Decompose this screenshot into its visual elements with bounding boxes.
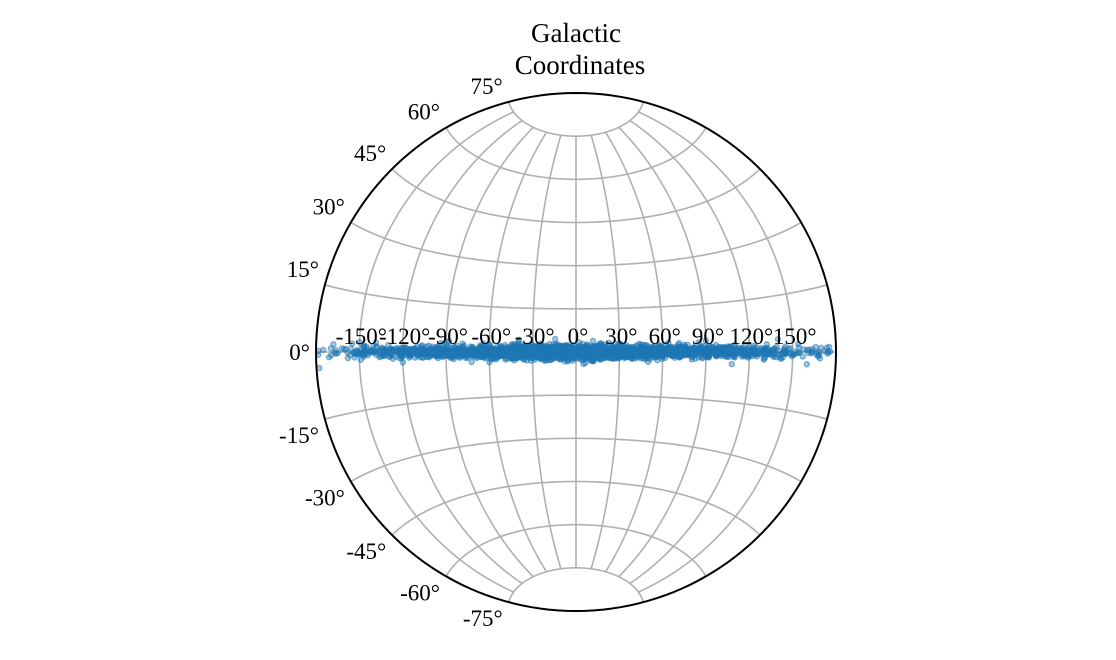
x-tick-label: -60° [471,324,511,349]
data-point [639,341,647,349]
data-point [673,348,680,355]
data-point [392,353,399,360]
data-point [554,349,561,357]
data-point [770,353,777,360]
x-tick-label: 90° [692,324,724,349]
x-tick-label: 30° [605,324,637,349]
data-point [751,350,758,358]
data-point [728,360,735,368]
data-point [660,350,667,357]
data-point [646,348,653,355]
data-point [521,356,528,363]
x-tick-label: 150° [773,324,817,349]
data-point [532,347,539,355]
data-point [401,350,408,357]
data-point [518,349,525,356]
chart-title-line-2: Coordinates [515,50,645,80]
data-point [356,339,363,346]
data-point [615,352,622,360]
data-point [466,349,473,357]
x-tick-label: -120° [379,324,430,349]
data-point [607,352,614,360]
y-tick-label: -30° [305,486,345,511]
data-point [500,348,507,356]
y-tick-label: 15° [287,257,319,282]
data-point [823,344,831,351]
data-point [701,351,708,358]
y-tick-label: 30° [313,195,345,220]
data-point [639,352,646,359]
data-point [814,353,822,360]
x-tick-label: 0° [568,324,589,349]
longitude-tick-labels: -150°-120°-90° -60° -30° 0° 30° 60° 90° 120° 150… [336,324,817,349]
data-point [344,349,351,357]
data-point [418,347,426,355]
data-point [759,349,766,357]
data-point [352,349,360,356]
data-point [361,351,368,359]
data-point [589,349,596,356]
data-point [740,349,747,356]
data-point [419,354,427,361]
data-point [481,354,489,362]
data-point [799,353,806,360]
data-point [427,349,435,356]
data-point [377,353,385,360]
data-point [824,350,831,357]
y-tick-label: 60° [408,100,440,125]
x-tick-label: -90° [428,324,468,349]
data-point [407,349,414,356]
y-tick-label: 75° [470,74,502,99]
data-point [571,351,578,359]
data-point [793,349,801,357]
y-tick-label: -60° [400,580,440,605]
data-point [435,354,442,362]
data-point [395,348,403,355]
data-point [488,352,495,359]
y-tick-label: -45° [346,539,386,564]
data-point [373,348,380,356]
data-point [582,359,589,367]
data-point [548,349,556,357]
chart-title-line-1: Galactic [531,18,621,48]
y-tick-label: -15° [279,423,319,448]
data-point [507,351,514,359]
data-point [468,358,475,366]
data-point [437,348,444,356]
data-point [564,352,571,359]
data-point [631,348,639,355]
x-tick-label: 120° [729,324,773,349]
data-point [554,341,561,348]
data-point [444,339,451,346]
y-tick-label: 0° [289,340,310,365]
data-point [599,342,606,349]
x-tick-label: 60° [649,324,681,349]
data-point [779,349,787,356]
data-point [680,348,688,356]
data-point [774,336,782,343]
y-tick-label: -75° [463,606,503,631]
data-point [476,351,484,358]
data-point [599,352,606,359]
data-point [731,351,738,358]
data-point [559,352,566,360]
y-tick-label: 45° [354,141,386,166]
data-points [314,335,834,372]
data-point [446,353,453,360]
data-point [687,349,694,357]
chart-title: Galactic Coordinates [515,18,645,80]
x-tick-label: -30° [515,324,555,349]
data-point [702,337,710,344]
data-point [803,361,811,368]
